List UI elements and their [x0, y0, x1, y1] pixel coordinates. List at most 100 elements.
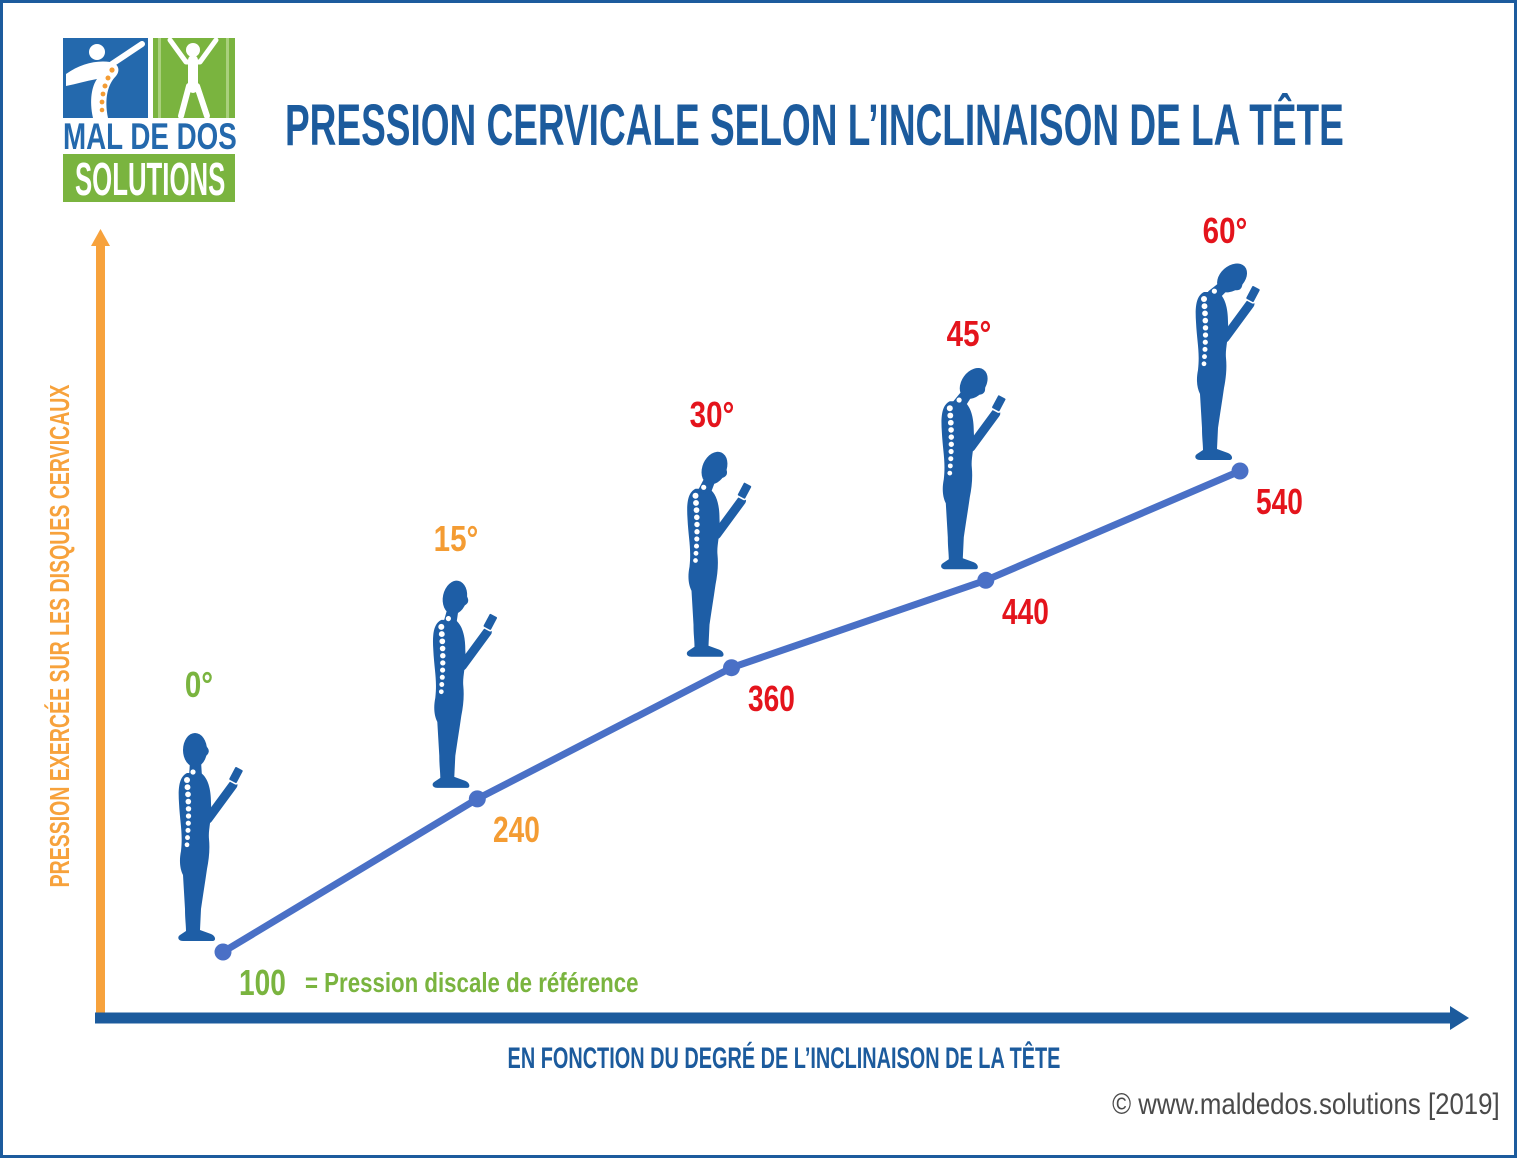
- data-value-label: 540: [1256, 481, 1303, 523]
- spine-dot: [440, 652, 446, 659]
- spine-dot: [185, 798, 192, 805]
- phone-body: [481, 612, 499, 632]
- spine-dot: [693, 558, 698, 563]
- spine-dot: [184, 842, 190, 848]
- logo-jumper-head: [186, 43, 200, 57]
- spine-dot: [947, 470, 953, 476]
- logo-spine-dot: [99, 99, 105, 105]
- y-axis-arrow-shaft: [96, 244, 105, 1020]
- figure-head: [442, 580, 469, 626]
- data-point: [468, 790, 486, 808]
- data-point: [723, 659, 740, 677]
- figure-arm: [1215, 297, 1255, 343]
- angle-label: 60°: [1202, 210, 1248, 252]
- spine-dot: [185, 827, 191, 833]
- logo-figure-head: [89, 44, 105, 60]
- data-point: [214, 943, 232, 961]
- spine-dot: [692, 492, 699, 499]
- person-with-phone-icon: [432, 580, 499, 788]
- spine-dot: [185, 791, 191, 798]
- figure-head: [183, 733, 209, 777]
- logo-jumper-legs: [178, 83, 210, 119]
- data-value-label: 360: [747, 678, 795, 720]
- data-value-label: 240: [493, 809, 541, 851]
- figure-head-shape: [1217, 263, 1248, 293]
- person-with-phone-icon: [686, 451, 753, 657]
- logo-spine-dot: [102, 83, 108, 89]
- spine-dot: [693, 550, 699, 556]
- spine-dot: [694, 514, 700, 521]
- figure-head-shape: [183, 733, 207, 767]
- spine-dot: [1202, 332, 1209, 338]
- spine-dot: [439, 674, 445, 680]
- logo-graphic: [63, 37, 235, 202]
- phone-icon: [736, 481, 753, 501]
- angle-label: 15°: [433, 518, 478, 560]
- data-value-label: 100: [239, 962, 286, 1004]
- copyright-text: © www.maldedos.solutions [2019]: [1112, 1088, 1500, 1121]
- spine-dot: [1211, 288, 1217, 294]
- spine-dot: [947, 463, 953, 469]
- spine-dot: [438, 689, 444, 695]
- logo-divider: [148, 38, 153, 118]
- figure-nose: [464, 594, 469, 606]
- figures-layer: [178, 263, 1262, 941]
- logo-spine-dot: [99, 107, 105, 113]
- spine-dot: [693, 499, 699, 506]
- figure-head-shape: [959, 368, 988, 399]
- spine-dot: [440, 667, 446, 673]
- x-axis-arrow-head: [1450, 1006, 1469, 1030]
- logo-stripe: [158, 38, 161, 118]
- figure-nose: [205, 745, 209, 756]
- spine-dot: [185, 813, 192, 819]
- spine-dot: [439, 682, 445, 687]
- figure-arm: [198, 778, 238, 824]
- spine-dot: [190, 769, 196, 775]
- spine-dot: [1202, 354, 1207, 360]
- spine-dot: [947, 419, 954, 426]
- figure-nose: [1234, 282, 1243, 291]
- y-axis-arrow-head: [91, 229, 110, 246]
- x-axis-label: EN FONCTION DU DEGRÉ DE L’INCLINAISON DE…: [507, 1042, 1061, 1075]
- y-axis-label: PRESSION EXERCÉE SUR LES DISQUES CERVICA…: [44, 384, 75, 888]
- spine-dot: [948, 448, 954, 455]
- spine-dot: [1202, 325, 1209, 331]
- spine-dot: [694, 529, 700, 535]
- spine-dot: [948, 434, 955, 440]
- spine-dot: [1201, 303, 1208, 310]
- spine-dot: [185, 820, 191, 826]
- logo-text-mal-de-dos: MAL DE DOS: [63, 116, 237, 157]
- figure-arm: [961, 406, 1001, 452]
- spine-dot: [445, 615, 451, 622]
- spine-dot: [185, 806, 192, 812]
- spine-dot: [947, 412, 954, 419]
- person-with-phone-icon: [1195, 263, 1262, 460]
- phone-body: [1244, 284, 1262, 304]
- spine-dot: [438, 631, 445, 638]
- spine-dot: [1202, 346, 1208, 352]
- spine-dot: [184, 777, 190, 783]
- spine-dot: [693, 507, 700, 513]
- spine-dot: [701, 484, 707, 490]
- reference-annotation: = Pression discale de référence: [305, 967, 639, 998]
- phone-icon: [227, 765, 245, 785]
- logo-figure-arm: [109, 41, 145, 67]
- angle-label: 0°: [184, 664, 214, 706]
- spine-dot: [439, 645, 446, 652]
- phone-icon: [990, 393, 1008, 413]
- data-points: [214, 462, 1249, 961]
- logo-green-banner: [63, 154, 235, 202]
- spine-dot: [956, 397, 962, 403]
- angle-label: 45°: [946, 312, 991, 354]
- spine-dot: [1201, 296, 1207, 302]
- spine-dot: [946, 405, 953, 412]
- figure-head: [698, 451, 728, 496]
- phone-body: [736, 481, 753, 501]
- spine-dot: [948, 427, 954, 433]
- phone-icon: [1244, 284, 1262, 304]
- person-with-phone-icon: [178, 733, 245, 941]
- figure-head: [952, 368, 988, 410]
- spine-dot: [948, 441, 954, 447]
